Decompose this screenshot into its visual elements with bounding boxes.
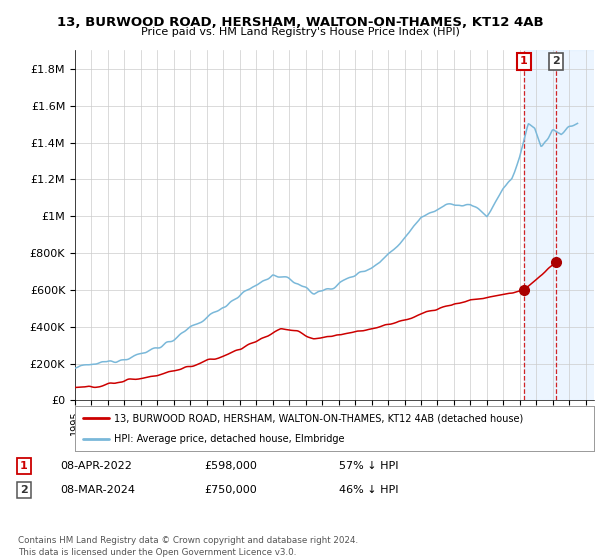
Text: £750,000: £750,000: [204, 485, 257, 495]
Text: 1: 1: [20, 461, 28, 472]
Text: 1: 1: [520, 57, 528, 67]
Text: Contains HM Land Registry data © Crown copyright and database right 2024.
This d: Contains HM Land Registry data © Crown c…: [18, 536, 358, 557]
Text: 08-APR-2022: 08-APR-2022: [60, 461, 132, 472]
Text: Price paid vs. HM Land Registry's House Price Index (HPI): Price paid vs. HM Land Registry's House …: [140, 27, 460, 37]
Text: 57% ↓ HPI: 57% ↓ HPI: [340, 461, 399, 472]
Text: 2: 2: [20, 485, 28, 495]
Text: 46% ↓ HPI: 46% ↓ HPI: [340, 485, 399, 495]
Text: £598,000: £598,000: [204, 461, 257, 472]
Text: HPI: Average price, detached house, Elmbridge: HPI: Average price, detached house, Elmb…: [114, 433, 344, 444]
Text: 13, BURWOOD ROAD, HERSHAM, WALTON-ON-THAMES, KT12 4AB: 13, BURWOOD ROAD, HERSHAM, WALTON-ON-THA…: [56, 16, 544, 29]
Text: 08-MAR-2024: 08-MAR-2024: [60, 485, 136, 495]
Text: 2: 2: [552, 57, 559, 67]
Bar: [524, 50, 600, 400]
Text: 13, BURWOOD ROAD, HERSHAM, WALTON-ON-THAMES, KT12 4AB (detached house): 13, BURWOOD ROAD, HERSHAM, WALTON-ON-THA…: [114, 413, 523, 423]
